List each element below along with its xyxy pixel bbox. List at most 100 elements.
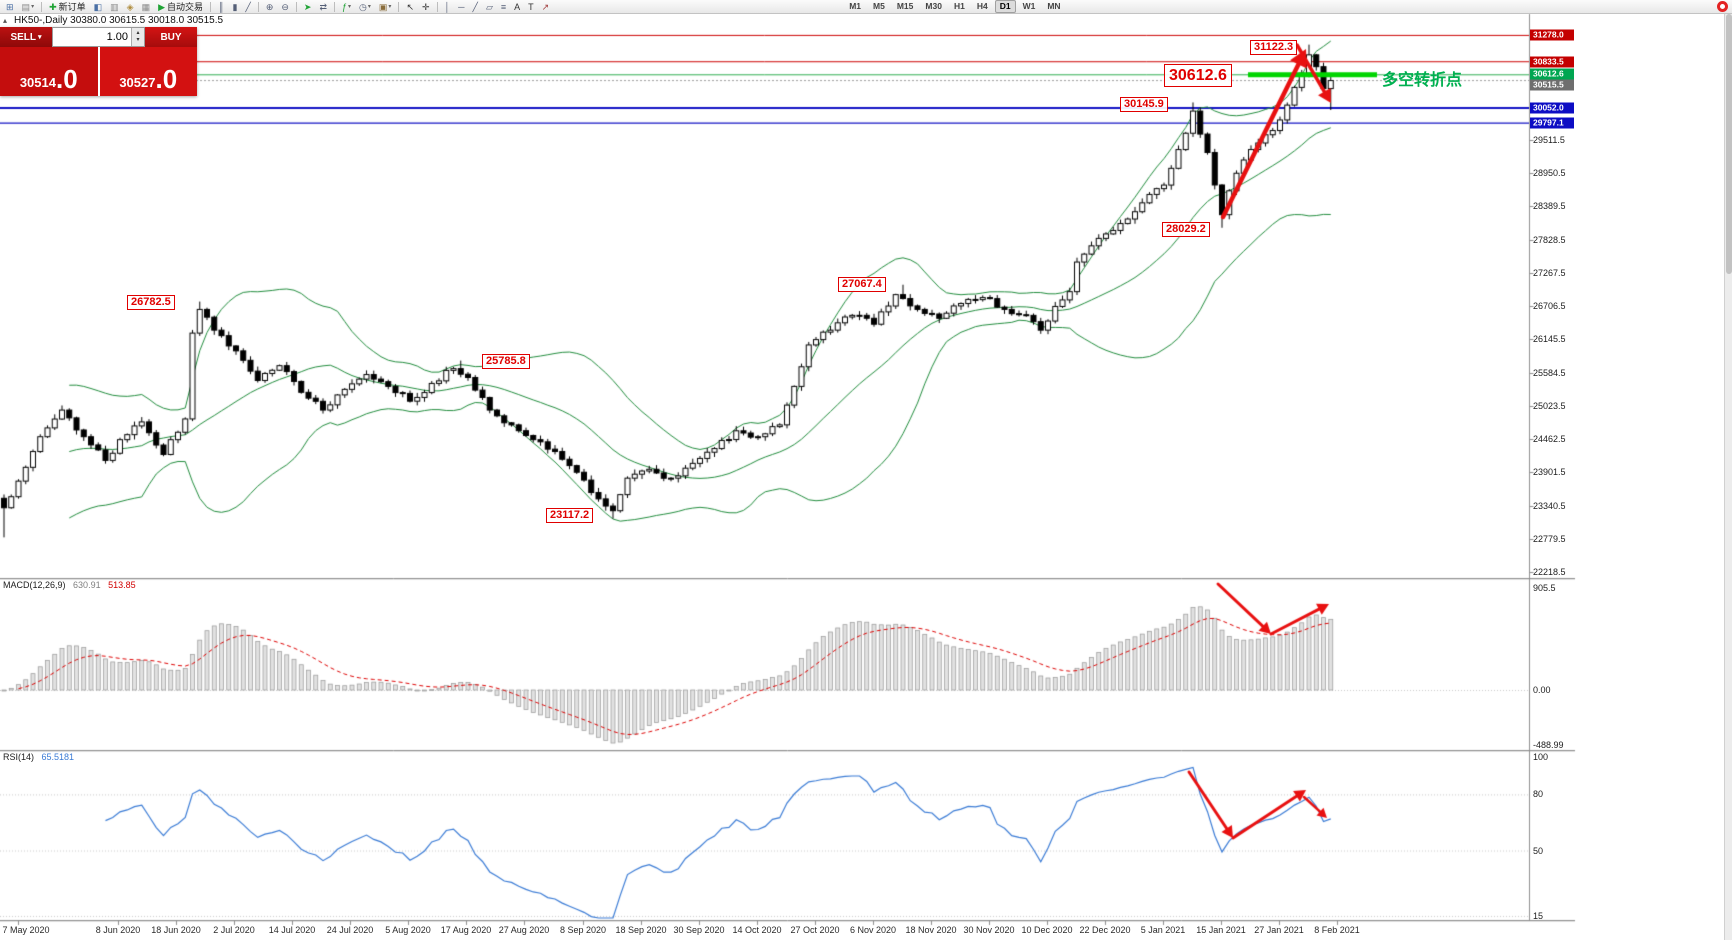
buy-price: 30527 bbox=[119, 75, 156, 90]
price-annotation[interactable]: 28029.2 bbox=[1162, 222, 1210, 237]
periods-button[interactable]: ◷ ▾ bbox=[356, 1, 374, 13]
channel-tool-button[interactable]: ▱ bbox=[483, 1, 496, 13]
vertical-scrollbar[interactable] bbox=[1724, 0, 1732, 940]
zoom-out-button[interactable]: ⊖ bbox=[278, 1, 292, 13]
date-label: 5 Aug 2020 bbox=[385, 925, 431, 935]
cursor-button[interactable]: ↖ bbox=[403, 1, 417, 13]
price-annotation[interactable]: 25785.8 bbox=[482, 354, 530, 369]
date-label: 30 Sep 2020 bbox=[673, 925, 725, 935]
date-label: 27 Oct 2020 bbox=[790, 925, 840, 935]
toolbar-separator bbox=[398, 1, 400, 12]
price-annotation[interactable]: 30145.9 bbox=[1120, 97, 1168, 112]
timeframe-mn[interactable]: MN bbox=[1047, 1, 1061, 11]
scrollbar-thumb[interactable] bbox=[1726, 14, 1732, 274]
price-axis-label: 28950.5 bbox=[1533, 168, 1566, 179]
price-axis-label: 25023.5 bbox=[1533, 400, 1566, 411]
one-click-trading-panel: SELL ▾ 1.00 ▴ ▾ BUY 30514 .0 30527 .0 bbox=[0, 27, 197, 96]
new-chart-icon: ⊞ bbox=[6, 1, 14, 12]
trendline-tool-button[interactable]: ╱ bbox=[470, 1, 481, 13]
profiles-button[interactable]: ▤ ▾ bbox=[19, 1, 38, 13]
macd-axis-label: -488.99 bbox=[1533, 740, 1564, 750]
buy-price-button[interactable]: 30527 .0 bbox=[99, 47, 197, 96]
data-window-button[interactable]: ▥ bbox=[107, 1, 122, 13]
toolbar-separator bbox=[41, 1, 43, 12]
chevron-down-icon: ▾ bbox=[38, 34, 42, 41]
zoom-in-button[interactable]: ⊕ bbox=[263, 1, 277, 13]
collapse-trade-panel-arrow[interactable]: ▴ bbox=[3, 16, 8, 25]
price-tag: 31278.0 bbox=[1530, 29, 1574, 41]
turning-point-annotation[interactable]: 多空转折点 bbox=[1382, 72, 1463, 89]
vertical-line-tool-icon: │ bbox=[444, 1, 451, 12]
fibonacci-tool-button[interactable]: ≡ bbox=[498, 1, 509, 13]
date-label: 30 Nov 2020 bbox=[963, 925, 1015, 935]
lot-size-field[interactable]: 1.00 ▴ ▾ bbox=[52, 27, 145, 47]
timeframe-m15[interactable]: M15 bbox=[896, 1, 914, 11]
sell-button[interactable]: SELL ▾ bbox=[0, 27, 52, 47]
timeframe-m5[interactable]: M5 bbox=[873, 1, 885, 11]
rsi-axis-label: 100 bbox=[1533, 752, 1549, 762]
vertical-line-tool-button[interactable]: │ bbox=[442, 1, 454, 13]
date-label: 7 May 2020 bbox=[2, 925, 50, 935]
macd-axis-label: 0.00 bbox=[1533, 685, 1551, 695]
timeframe-m1[interactable]: M1 bbox=[849, 1, 862, 11]
trade-panel-header-row: SELL ▾ 1.00 ▴ ▾ BUY bbox=[0, 27, 197, 47]
chart-shift-button[interactable]: ⇄ bbox=[316, 1, 330, 13]
auto-scroll-button[interactable]: ➤ bbox=[301, 1, 315, 13]
price-annotation[interactable]: 31122.3 bbox=[1250, 40, 1298, 55]
price-annotation[interactable]: 23117.2 bbox=[546, 508, 594, 523]
data-window-icon: ▥ bbox=[110, 1, 119, 12]
label-tool-button[interactable]: T bbox=[525, 1, 537, 13]
chevron-down-icon: ▾ bbox=[348, 4, 352, 10]
text-tool-icon: A bbox=[514, 1, 521, 12]
horizontal-line-tool-button[interactable]: ─ bbox=[455, 1, 467, 13]
price-tag: 30833.5 bbox=[1530, 56, 1574, 68]
line-chart-type-button[interactable]: ╱ bbox=[242, 1, 253, 13]
timeframe-d1[interactable]: D1 bbox=[994, 0, 1016, 13]
templates-button[interactable]: ▣ ▾ bbox=[376, 1, 395, 13]
terminal-button[interactable]: ▦ bbox=[139, 1, 154, 13]
chevron-down-icon: ▾ bbox=[31, 4, 35, 10]
timeframe-m30[interactable]: M30 bbox=[925, 1, 942, 11]
new-chart-button[interactable]: ⊞ bbox=[3, 1, 17, 13]
new-order-button[interactable]: ✚ 新订单 bbox=[46, 1, 89, 13]
date-label: 5 Jan 2021 bbox=[1140, 925, 1186, 935]
date-label: 8 Jun 2020 bbox=[95, 925, 141, 935]
candlestick-chart-type-button[interactable]: ▮ bbox=[229, 1, 240, 13]
price-annotation[interactable]: 30612.6 bbox=[1164, 64, 1232, 87]
navigator-button[interactable]: ◈ bbox=[124, 1, 137, 13]
toolbar-separator bbox=[334, 1, 335, 12]
stepper-down-icon[interactable]: ▾ bbox=[136, 37, 140, 43]
bar-chart-type-button[interactable]: ║ bbox=[215, 1, 227, 13]
navigator-icon: ◈ bbox=[126, 1, 134, 12]
cursor-icon: ↖ bbox=[406, 1, 414, 12]
price-annotation[interactable]: 27067.4 bbox=[838, 277, 886, 292]
bar-chart-type-icon: ║ bbox=[218, 1, 225, 12]
price-annotation[interactable]: 26782.5 bbox=[127, 295, 175, 310]
price-axis-label: 22218.5 bbox=[1533, 566, 1566, 577]
indicators-button[interactable]: ƒ ▾ bbox=[339, 1, 354, 13]
toolbar: ⊞ ▤ ▾ ✚ 新订单 ◧ ▥ ◈ ▦ ▶ 自动交易 ║ ▮ ╱ ⊕ ⊖ ➤ ⇄ ƒ ▾ ◷ ▾ ▣ ▾ ↖ ✛ │ ─ ╱ ▱ ≡ A T ↗ M… bbox=[0, 0, 1732, 14]
date-label: 14 Jul 2020 bbox=[268, 925, 316, 935]
lot-stepper[interactable]: ▴ ▾ bbox=[131, 28, 144, 46]
recording-indicator-icon bbox=[1717, 1, 1728, 12]
macd-axis-label: 905.5 bbox=[1533, 583, 1556, 593]
price-axis-label: 29511.5 bbox=[1533, 135, 1565, 145]
timeframe-h1[interactable]: H1 bbox=[953, 1, 965, 11]
macd-indicator-header: MACD(12,26,9) 630.91 513.85 bbox=[3, 580, 136, 590]
market-watch-button[interactable]: ◧ bbox=[91, 1, 106, 13]
crosshair-button[interactable]: ✛ bbox=[419, 1, 433, 13]
autotrade-button[interactable]: ▶ 自动交易 bbox=[155, 1, 206, 13]
arrows-tool-button[interactable]: ↗ bbox=[539, 1, 553, 13]
stepper-up-icon[interactable]: ▴ bbox=[136, 30, 140, 36]
timeframe-h4[interactable]: H4 bbox=[976, 1, 988, 11]
autotrade-label: 自动交易 bbox=[167, 2, 204, 12]
timeframe-w1[interactable]: W1 bbox=[1022, 1, 1036, 11]
date-label: 27 Jan 2021 bbox=[1254, 925, 1304, 935]
indicators-icon: ƒ bbox=[342, 1, 348, 12]
sell-price-button[interactable]: 30514 .0 bbox=[0, 47, 98, 96]
buy-button[interactable]: BUY bbox=[145, 27, 197, 47]
date-label: 27 Aug 2020 bbox=[498, 925, 550, 935]
rsi-indicator-header: RSI(14) 65.5181 bbox=[3, 752, 74, 762]
text-tool-button[interactable]: A bbox=[511, 1, 523, 13]
